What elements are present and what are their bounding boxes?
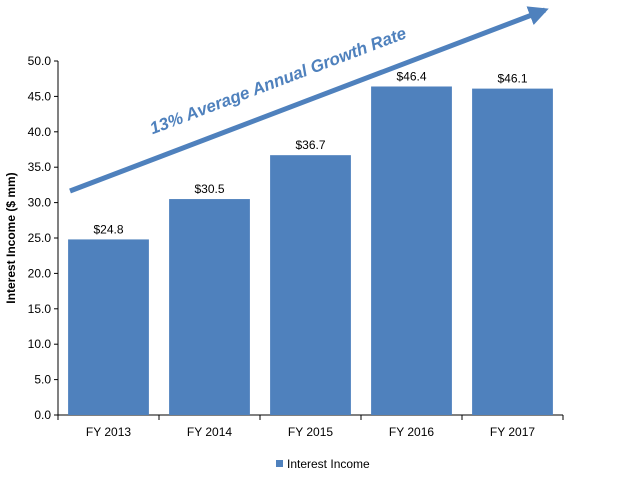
data-label: $36.7 bbox=[295, 138, 325, 152]
y-axis: 0.0 5.0 10.0 15.0 20.0 25.0 30.0 35.0 40.0 45.0 50… bbox=[28, 54, 59, 422]
y-tick-label: 25.0 bbox=[28, 231, 52, 245]
bars bbox=[68, 86, 553, 415]
y-tick-label: 35.0 bbox=[28, 160, 52, 174]
data-label: $46.4 bbox=[396, 69, 426, 83]
legend-label-interest-income: Interest Income bbox=[287, 457, 370, 471]
data-label: $30.5 bbox=[194, 182, 224, 196]
y-tick-label: 0.0 bbox=[34, 408, 51, 422]
x-tick-label: FY 2015 bbox=[288, 425, 333, 439]
y-tick-label: 20.0 bbox=[28, 266, 52, 280]
y-tick-label: 15.0 bbox=[28, 302, 52, 316]
y-tick-label: 50.0 bbox=[28, 54, 52, 68]
bar-fy-2016 bbox=[371, 86, 452, 415]
x-tick-label: FY 2017 bbox=[490, 425, 535, 439]
y-tick-label: 30.0 bbox=[28, 196, 52, 210]
y-axis-title: Interest Income ($ mm) bbox=[4, 172, 18, 303]
y-tick-label: 5.0 bbox=[34, 373, 51, 387]
growth-arrow bbox=[69, 6, 549, 194]
y-tick-label: 40.0 bbox=[28, 125, 52, 139]
bar-fy-2014 bbox=[169, 199, 250, 415]
x-tick-label: FY 2013 bbox=[86, 425, 131, 439]
bar-fy-2015 bbox=[270, 155, 351, 415]
x-tick-label: FY 2016 bbox=[389, 425, 434, 439]
y-tick-label: 10.0 bbox=[28, 337, 52, 351]
legend-swatch-interest-income bbox=[276, 460, 283, 467]
x-axis: FY 2013 FY 2014 FY 2015 FY 2016 FY 2017 bbox=[57, 414, 564, 439]
data-label: $46.1 bbox=[497, 72, 527, 86]
bar-fy-2017 bbox=[472, 88, 553, 415]
legend: Interest Income bbox=[276, 457, 370, 471]
data-label: $24.8 bbox=[93, 222, 123, 236]
growth-rate-label: 13% Average Annual Growth Rate bbox=[147, 24, 409, 139]
bar-fy-2013 bbox=[68, 239, 149, 415]
x-tick-label: FY 2014 bbox=[187, 425, 232, 439]
data-labels: $24.8 $30.5 $36.7 $46.4 $46.1 bbox=[93, 69, 527, 236]
y-tick-label: 45.0 bbox=[28, 89, 52, 103]
